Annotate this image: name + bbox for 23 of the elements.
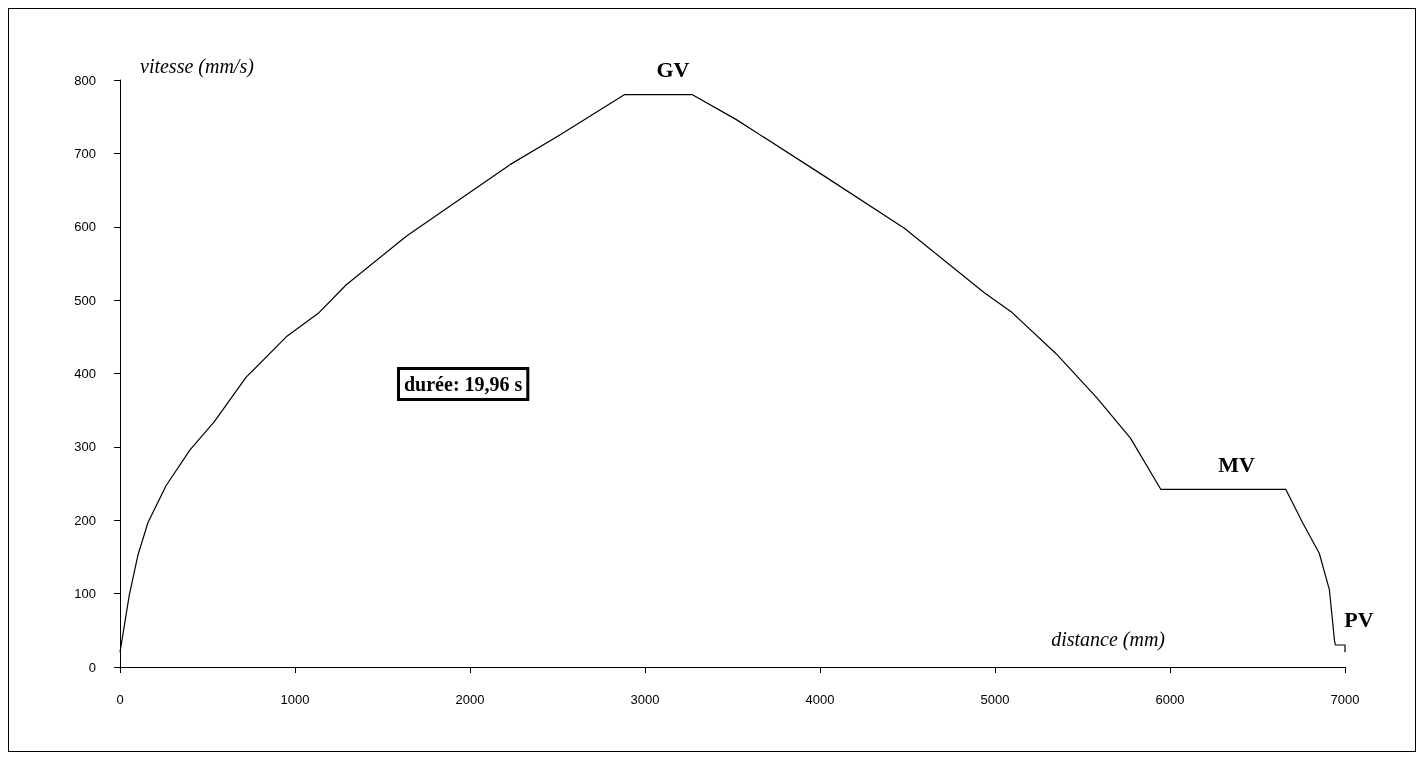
- annotation: MV: [1218, 451, 1255, 477]
- x-tick-label: 6000: [1155, 692, 1185, 707]
- y-tick-label: 800: [74, 72, 96, 88]
- y-tick-label: 500: [74, 292, 96, 308]
- x-tick-label: 0: [116, 692, 124, 707]
- x-axis-title: distance (mm): [1051, 628, 1166, 651]
- y-axis-title: vitesse (mm/s): [140, 55, 255, 78]
- annotation: PV: [1344, 607, 1374, 633]
- y-tick-label: 0: [88, 659, 96, 675]
- y-tick-label: 400: [74, 366, 96, 381]
- y-tick-label: 300: [74, 439, 96, 455]
- x-tick-label: 1000: [280, 692, 310, 707]
- y-tick-label: 600: [74, 219, 96, 235]
- x-tick-label: 7000: [1330, 692, 1360, 707]
- x-tick-label: 5000: [980, 692, 1010, 707]
- x-tick-label: 2000: [455, 692, 485, 707]
- y-tick-label: 700: [74, 145, 96, 161]
- annotation: GV: [656, 57, 690, 83]
- y-tick-label: 200: [74, 512, 96, 528]
- x-tick-label: 4000: [805, 692, 835, 707]
- annotation: durée: 19,96 s: [404, 373, 523, 395]
- x-tick-label: 3000: [630, 692, 660, 707]
- y-tick-label: 100: [74, 586, 96, 602]
